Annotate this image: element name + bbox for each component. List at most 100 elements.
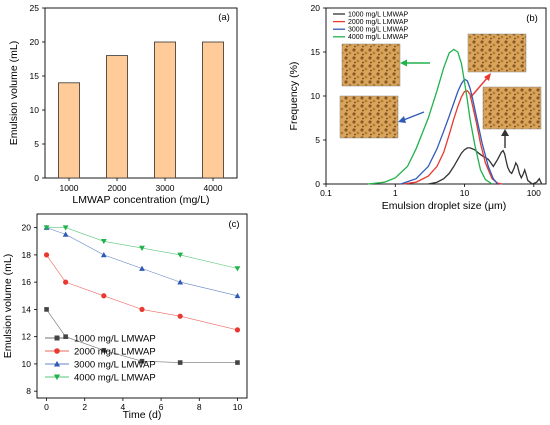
y-tick-label: 15 xyxy=(30,71,40,81)
x-tick-label: 100 xyxy=(527,188,541,198)
y-tick-label: 0 xyxy=(34,173,39,183)
series-line-3 xyxy=(400,78,499,185)
data-point xyxy=(235,360,240,365)
data-point xyxy=(234,292,241,299)
y-tick-label: 14 xyxy=(22,304,32,314)
y-tick-label: 20 xyxy=(30,37,40,47)
panel-label-a: (a) xyxy=(218,12,230,23)
series-line-1 xyxy=(428,147,543,185)
legend-label: 1000 mg/L LMWAP xyxy=(74,334,156,345)
x-tick-label: 3000 xyxy=(156,183,175,193)
panel-a-bar-chart: 1000 2000 3000 4000 0 5 10 15 20 25 LMWAP concentr… xyxy=(8,3,238,206)
legend-label: 3000 mg/L LMWAP xyxy=(74,360,156,371)
y-tick-label: 25 xyxy=(30,3,40,13)
micrograph-inset-1000 xyxy=(482,86,542,130)
legend-swatch-marker xyxy=(53,374,61,381)
y-tick-label: 16 xyxy=(22,277,32,287)
panel-label-c: (c) xyxy=(228,219,239,230)
data-point xyxy=(139,265,145,271)
data-point xyxy=(101,293,107,299)
data-point xyxy=(177,252,184,258)
data-point xyxy=(62,231,69,237)
inset-arrow-black xyxy=(501,129,509,148)
bar-4000 xyxy=(202,41,224,179)
y-axis-title: Emulsion volume (mL) xyxy=(8,41,20,145)
panel-label-b: (b) xyxy=(526,13,538,24)
x-tick-label: 6 xyxy=(159,402,164,412)
micrograph-inset-4000 xyxy=(341,43,401,87)
series-line-4 xyxy=(46,227,238,269)
series-line-4 xyxy=(367,48,493,185)
y-tick-label: 15 xyxy=(311,47,321,57)
y-tick-label: 5 xyxy=(34,139,39,149)
series-line-2 xyxy=(403,89,503,185)
y-tick-label: 10 xyxy=(30,105,40,115)
legend-swatch-marker xyxy=(54,335,60,341)
data-point xyxy=(177,360,183,365)
x-tick-label: 10 xyxy=(460,188,470,198)
data-point xyxy=(101,347,107,353)
data-point xyxy=(44,307,49,312)
x-axis-title: Time (d) xyxy=(123,409,162,421)
data-point xyxy=(43,225,50,231)
legend-swatch-marker xyxy=(53,360,61,367)
y-tick-label: 0 xyxy=(315,179,320,189)
inset-arrow-green xyxy=(400,59,430,67)
data-point xyxy=(177,313,183,319)
plot-frame xyxy=(36,213,248,399)
micrograph-inset-2000 xyxy=(467,33,527,73)
data-point xyxy=(234,266,241,272)
data-point xyxy=(139,358,145,364)
y-tick-label: 20 xyxy=(22,223,32,233)
x-tick-label: 10 xyxy=(233,402,243,412)
series-line-3 xyxy=(46,227,238,297)
x-tick-label: 4000 xyxy=(204,183,223,193)
y-tick-label: 10 xyxy=(22,359,32,369)
micrograph-inset-3000 xyxy=(339,95,399,139)
y-axis-title: Emulsion volume (mL) xyxy=(2,254,14,358)
panel-c-time-series: 0 2 4 6 8 10 8 10 12 14 16 18 20 Time (d) Emulsion vol… xyxy=(2,213,248,421)
legend-label: 3000 mg/L LMWAP xyxy=(348,27,409,34)
legend-label: 2000 mg/L LMWAP xyxy=(74,347,156,358)
bar-1000 xyxy=(58,82,80,179)
y-tick-label: 12 xyxy=(22,332,32,342)
legend-label: 1000 mg/L LMWAP xyxy=(348,11,409,18)
data-point xyxy=(63,279,69,285)
bar-3000 xyxy=(154,41,176,179)
x-tick-label: 4 xyxy=(121,402,126,412)
bar-2000 xyxy=(106,55,128,179)
inset-arrow-blue xyxy=(398,111,425,123)
legend-label: 4000 mg/L LMWAP xyxy=(348,34,409,41)
y-tick-label: 8 xyxy=(26,386,31,396)
inset-arrow-red xyxy=(469,73,491,99)
y-tick-label: 5 xyxy=(315,135,320,145)
y-tick-label: 18 xyxy=(22,250,32,260)
data-point xyxy=(234,327,241,333)
data-point xyxy=(139,245,145,251)
data-point xyxy=(139,306,145,313)
x-tick-label: 8 xyxy=(197,402,202,412)
x-tick-label: 1 xyxy=(393,188,398,198)
legend-label: 2000 mg/L LMWAP xyxy=(348,19,409,26)
x-tick-label: 1000 xyxy=(60,183,79,193)
y-tick-label: 10 xyxy=(311,91,321,101)
legend-swatch-marker xyxy=(54,348,60,354)
x-axis-title: Emulsion droplet size (μm) xyxy=(382,200,507,212)
x-tick-label: 0 xyxy=(44,402,49,412)
data-point xyxy=(100,251,107,258)
panel-b-droplet-distribution: 0.1 1 10 100 0 5 10 15 20 Emulsion droplet size (… xyxy=(288,3,547,212)
data-point xyxy=(177,279,184,285)
y-tick-label: 20 xyxy=(311,3,321,13)
series-line-2 xyxy=(46,254,238,331)
legend-label: 4000 mg/L LMWAP xyxy=(74,373,156,384)
x-tick-label: 2 xyxy=(82,402,87,412)
plot-frame xyxy=(44,7,238,179)
data-point xyxy=(62,225,69,231)
y-axis-title: Frequency (%) xyxy=(288,62,300,131)
data-point xyxy=(63,334,68,339)
data-point xyxy=(43,252,50,258)
x-axis-title: LMWAP concentration (mg/L) xyxy=(72,194,209,206)
series-line-1 xyxy=(46,309,238,363)
data-point xyxy=(100,238,107,245)
